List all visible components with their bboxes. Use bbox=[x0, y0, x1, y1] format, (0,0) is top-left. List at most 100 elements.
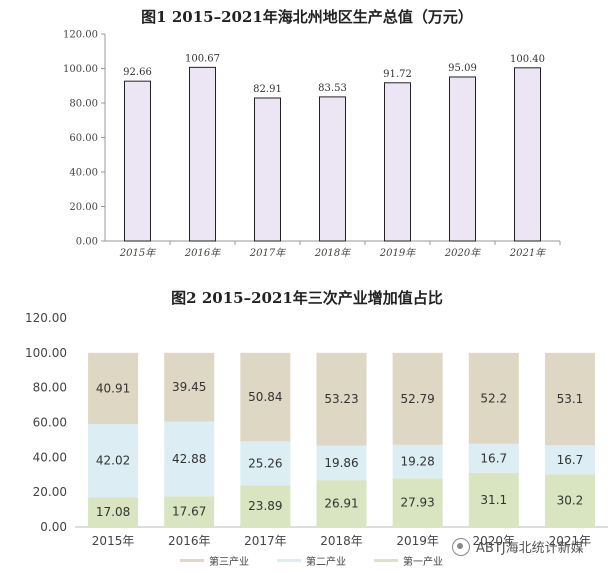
chart2-y-tick-label: 100.00 bbox=[25, 346, 67, 360]
chart2-x-tick-label: 2020年 bbox=[473, 534, 516, 548]
chart2-y-tick-label: 120.00 bbox=[25, 311, 67, 325]
chart2-bar-segment bbox=[88, 352, 139, 425]
chart2-legend-item: 第一产业 bbox=[374, 553, 443, 568]
chart2-bar-segment bbox=[544, 445, 595, 475]
chart2-data-label: 40.91 bbox=[96, 381, 130, 395]
chart1-y-tick-label: 20.00 bbox=[69, 202, 98, 213]
chart1-bar bbox=[514, 67, 541, 242]
chart2-data-label: 23.89 bbox=[248, 499, 282, 513]
chart2-data-label: 26.91 bbox=[324, 497, 358, 511]
chart1-bar bbox=[319, 96, 346, 242]
chart1-data-label: 95.09 bbox=[448, 63, 477, 74]
chart2-data-label: 53.23 bbox=[324, 392, 358, 406]
chart2-data-label: 42.02 bbox=[96, 454, 130, 468]
chart2-x-tick-label: 2018年 bbox=[320, 534, 363, 548]
chart2-bar-segment bbox=[164, 421, 215, 497]
chart2-y-tick-label: 20.00 bbox=[33, 485, 67, 499]
chart1-bar bbox=[254, 97, 281, 242]
chart2-data-label: 19.28 bbox=[400, 455, 434, 469]
chart2-bar-segment bbox=[544, 352, 595, 446]
chart2-x-tick-label: 2017年 bbox=[244, 534, 287, 548]
chart2-legend-label: 第二产业 bbox=[306, 557, 346, 568]
chart2-data-label: 31.1 bbox=[480, 493, 507, 507]
chart2-bar-segment bbox=[88, 424, 139, 498]
chart2-legend-swatch bbox=[374, 559, 398, 562]
chart2-data-label: 52.79 bbox=[400, 392, 434, 406]
chart2-bar-segment bbox=[240, 441, 291, 486]
chart2-bar-segment bbox=[88, 497, 139, 527]
chart1-x-tick-label: 2015年 bbox=[119, 247, 156, 259]
chart2-y-tick-label: 40.00 bbox=[33, 450, 67, 464]
chart1-y-tick-label: 60.00 bbox=[69, 133, 98, 144]
chart2-data-label: 53.1 bbox=[557, 392, 584, 406]
chart2-data-label: 27.93 bbox=[400, 496, 434, 510]
chart2-bar-segment bbox=[468, 352, 519, 444]
chart2-data-label: 30.2 bbox=[557, 494, 584, 508]
chart2-bar-segment bbox=[316, 445, 367, 481]
chart1-data-label: 92.66 bbox=[123, 67, 152, 78]
chart2-x-tick-label: 2021年 bbox=[549, 534, 592, 548]
chart2-x-tick-label: 2019年 bbox=[396, 534, 439, 548]
chart2-legend-swatch bbox=[277, 559, 301, 562]
chart1-y-tick-label: 80.00 bbox=[69, 99, 98, 110]
chart1-data-label: 82.91 bbox=[253, 84, 282, 95]
chart2-bar-segment bbox=[316, 352, 367, 446]
chart1-y-tick-label: 40.00 bbox=[69, 168, 98, 179]
chart2-bar-segment bbox=[392, 444, 443, 479]
chart1-bar bbox=[384, 82, 411, 242]
chart2-data-label: 39.45 bbox=[172, 380, 206, 394]
chart1-x-tick-label: 2018年 bbox=[314, 247, 351, 259]
chart2-bar-segment bbox=[392, 352, 443, 445]
chart1-x-tick-label: 2019年 bbox=[379, 247, 416, 259]
chart1-x-tick-label: 2020年 bbox=[444, 247, 481, 259]
chart2-bar-segment bbox=[316, 480, 367, 527]
chart2-bar-segment bbox=[468, 472, 519, 527]
chart2-bar-segment bbox=[240, 352, 291, 442]
chart1-title: 图1 2015–2021年海北州地区生产总值（万元） bbox=[141, 8, 473, 26]
chart2-y-tick-label: 60.00 bbox=[33, 416, 67, 430]
chart2-bar-segment bbox=[468, 443, 519, 473]
chart2-data-label: 17.67 bbox=[172, 505, 206, 519]
chart2-bar-segment bbox=[544, 474, 595, 527]
chart1-bar bbox=[449, 76, 476, 242]
chart1-bar bbox=[189, 66, 216, 242]
chart2-title: 图2 2015–2021年三次产业增加值占比 bbox=[171, 289, 443, 307]
chart1-y-tick-label: 100.00 bbox=[63, 64, 98, 75]
chart2-x-tick-label: 2016年 bbox=[168, 534, 211, 548]
chart2-data-label: 19.86 bbox=[324, 456, 358, 470]
chart1-svg: 0.00 20.00 40.00 60.00 80.00 100.00 120.00 92.6… bbox=[63, 30, 561, 259]
wechat-logo-icon bbox=[452, 537, 470, 556]
chart2-legend-swatch bbox=[180, 559, 204, 562]
chart2-data-label: 16.7 bbox=[480, 451, 507, 465]
chart2-y-tick-label: 0.00 bbox=[40, 520, 67, 534]
chart2-legend: 第三产业 第二产业 第一产业 bbox=[180, 553, 443, 568]
chart2-legend-item: 第二产业 bbox=[277, 553, 346, 568]
chart1-data-label: 83.53 bbox=[318, 83, 347, 94]
chart2-bar-segment bbox=[164, 496, 215, 527]
chart2-bar-segment bbox=[392, 478, 443, 527]
chart2-data-label: 50.84 bbox=[248, 390, 282, 404]
chart2-bar-segment bbox=[240, 485, 291, 527]
chart2-legend-label: 第三产业 bbox=[209, 557, 249, 568]
chart1-y-tick-label: 0.00 bbox=[76, 237, 98, 248]
chart2-data-label: 52.2 bbox=[480, 391, 507, 405]
chart2-x-tick-label: 2015年 bbox=[92, 534, 135, 548]
watermark-text: ABTJ海北统计新媒 bbox=[476, 541, 584, 556]
chart1-data-label: 100.40 bbox=[510, 54, 545, 65]
chart2-legend-label: 第一产业 bbox=[403, 557, 443, 568]
chart2-data-label: 16.7 bbox=[557, 453, 584, 467]
watermark: ABTJ海北统计新媒 bbox=[452, 537, 584, 556]
chart1-x-tick-label: 2016年 bbox=[184, 247, 221, 259]
chart2-legend-item: 第三产业 bbox=[180, 553, 249, 568]
chart2-data-label: 42.88 bbox=[172, 452, 206, 466]
chart2-bar-segment bbox=[164, 352, 215, 422]
chart1-data-label: 91.72 bbox=[383, 69, 412, 80]
chart1-data-label: 100.67 bbox=[185, 53, 220, 64]
chart1-x-tick-label: 2021年 bbox=[509, 247, 546, 259]
chart1-bar bbox=[124, 80, 151, 242]
chart2-data-label: 17.08 bbox=[96, 505, 130, 519]
chart2-y-tick-label: 80.00 bbox=[33, 381, 67, 395]
chart2-data-label: 25.26 bbox=[248, 456, 282, 470]
